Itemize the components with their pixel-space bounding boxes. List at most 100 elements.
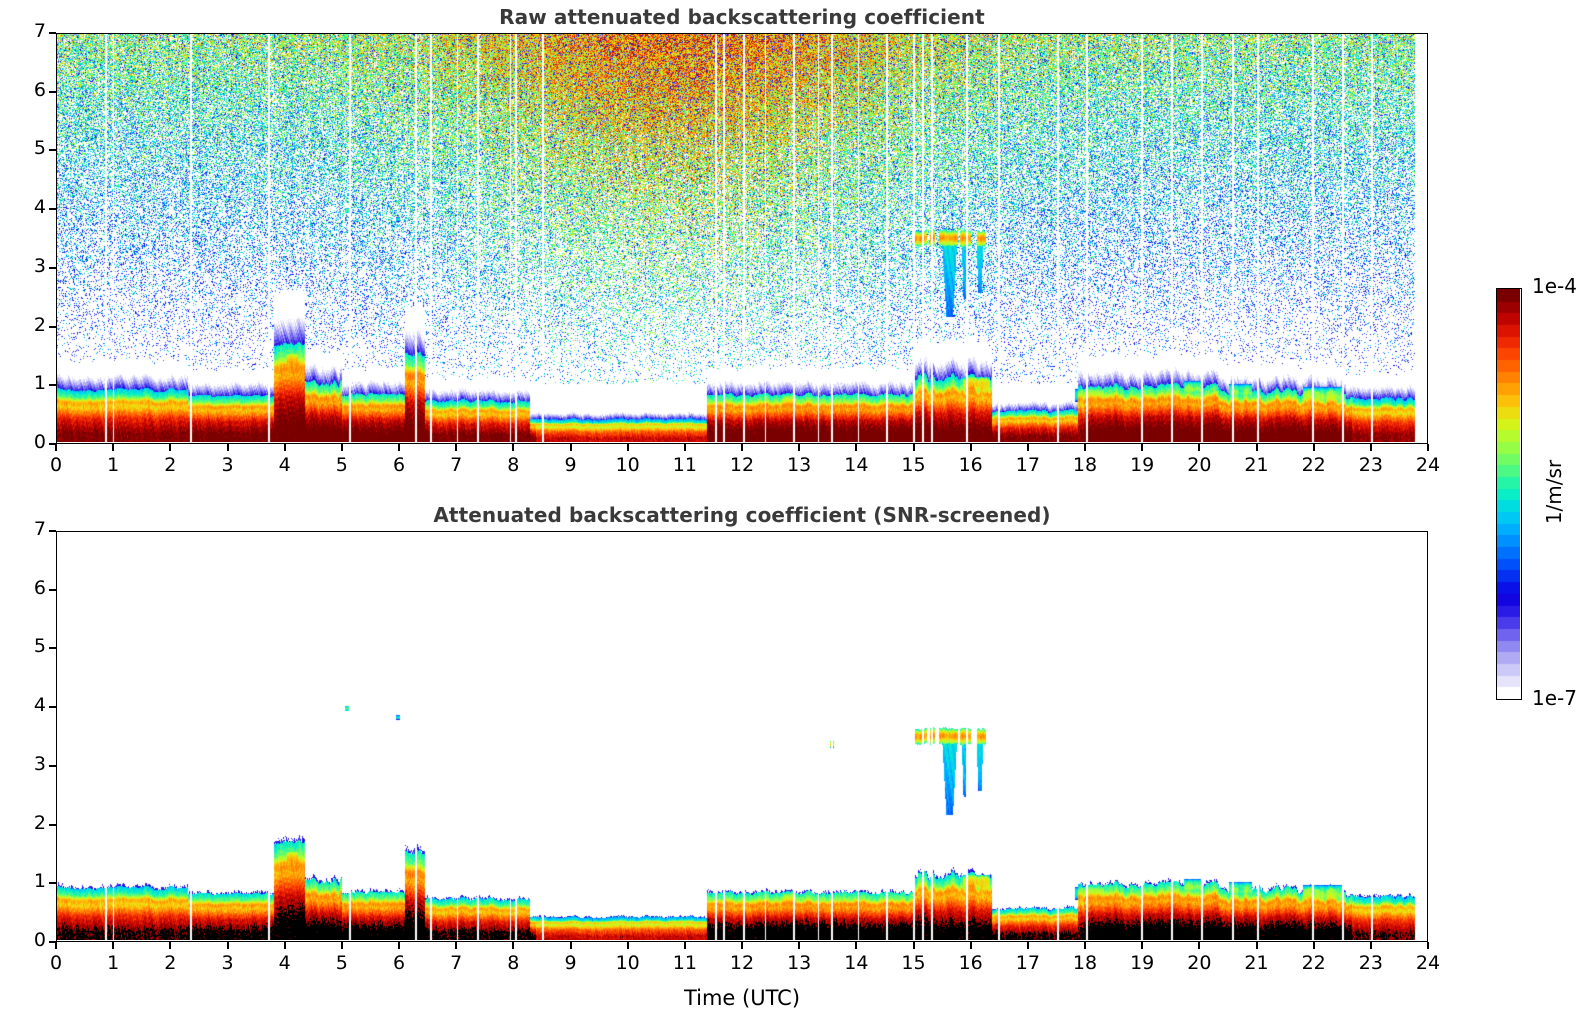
screened-xtick-label: 5	[335, 952, 348, 974]
screened-xtick-label: 9	[564, 952, 577, 974]
screened-xtick-label: 18	[1072, 952, 1098, 974]
screened-xtick-label: 16	[958, 952, 983, 974]
raw-xtick-label: 9	[564, 454, 577, 476]
screened-ytick-mark	[49, 706, 56, 709]
raw-xtick-mark	[1312, 444, 1315, 451]
raw-xtick-label: 11	[672, 454, 697, 476]
screened-xtick-mark	[1084, 942, 1086, 949]
screened-xtick-label: 3	[221, 952, 234, 974]
raw-xtick-label: 22	[1301, 454, 1326, 476]
screened-ytick-mark	[49, 941, 56, 943]
raw-xtick-mark	[340, 444, 343, 451]
raw-xtick-label: 19	[1130, 454, 1155, 476]
screened-xtick-mark	[798, 942, 801, 949]
screened-xtick-mark	[1026, 942, 1029, 949]
screened-xtick-mark	[569, 942, 572, 949]
screened-ytick-mark	[49, 530, 56, 532]
screened-xtick-label: 13	[787, 952, 812, 974]
raw-xtick-mark	[1427, 444, 1429, 451]
raw-xtick-mark	[912, 444, 915, 451]
raw-ytick-label: 3	[33, 254, 46, 277]
screened-xtick-mark	[912, 942, 915, 949]
screened-xtick-mark	[55, 942, 57, 949]
raw-xtick-mark	[283, 444, 286, 451]
raw-xtick-label: 14	[844, 454, 869, 476]
raw-xtick-label: 18	[1072, 454, 1098, 476]
screened-xtick-label: 21	[1244, 952, 1269, 974]
screened-ytick-mark	[49, 588, 56, 591]
raw-xtick-label: 17	[1015, 454, 1040, 476]
raw-xtick-label: 2	[164, 454, 177, 476]
raw-xtick-mark	[626, 444, 629, 451]
screened-xtick-mark	[169, 942, 172, 949]
raw-xtick-label: 15	[901, 454, 926, 476]
raw-xtick-mark	[169, 444, 172, 451]
raw-xtick-mark	[969, 444, 972, 451]
raw-heatmap-canvas	[57, 34, 1426, 442]
raw-xtick-mark	[1369, 444, 1372, 451]
screened-xtick-label: 7	[450, 952, 463, 974]
raw-ytick-mark	[49, 325, 56, 328]
raw-xtick-mark	[512, 444, 515, 451]
raw-ytick-mark	[49, 90, 56, 93]
screened-xtick-mark	[741, 942, 743, 949]
raw-xtick-mark	[455, 444, 458, 451]
screened-ytick-mark	[49, 764, 56, 767]
screened-xtick-mark	[855, 942, 858, 949]
raw-ytick-mark	[49, 266, 56, 269]
raw-xtick-mark	[1198, 444, 1201, 451]
screened-ytick-label: 2	[33, 811, 46, 834]
raw-xtick-mark	[1141, 444, 1144, 451]
raw-xtick-label: 10	[615, 454, 640, 476]
raw-xtick-label: 23	[1358, 454, 1383, 476]
screened-xtick-mark	[1141, 942, 1144, 949]
screened-xtick-label: 23	[1358, 952, 1383, 974]
raw-xtick-mark	[1084, 444, 1086, 451]
screened-xtick-mark	[1427, 942, 1429, 949]
screened-xtick-label: 19	[1130, 952, 1155, 974]
screened-ytick-label: 3	[33, 752, 46, 775]
screened-heatmap-canvas	[57, 532, 1426, 940]
raw-ytick-label: 7	[33, 20, 46, 42]
raw-xtick-label: 8	[507, 454, 520, 476]
raw-xtick-label: 21	[1244, 454, 1269, 476]
raw-xtick-label: 0	[49, 454, 63, 476]
screened-xtick-label: 8	[507, 952, 520, 974]
raw-xtick-label: 13	[787, 454, 812, 476]
raw-xtick-mark	[569, 444, 572, 451]
screened-ytick-label: 7	[33, 518, 46, 540]
raw-xtick-label: 7	[450, 454, 463, 476]
screened-xtick-mark	[1312, 942, 1315, 949]
screened-xtick-label: 10	[615, 952, 640, 974]
screened-xtick-label: 24	[1415, 952, 1441, 974]
raw-xtick-mark	[798, 444, 801, 451]
screened-xtick-mark	[340, 942, 343, 949]
screened-xtick-label: 22	[1301, 952, 1326, 974]
screened-xaxis-label: Time (UTC)	[683, 986, 801, 1010]
screened-ytick-mark	[49, 823, 56, 826]
screened-xtick-mark	[969, 942, 972, 949]
raw-xtick-mark	[1026, 444, 1029, 451]
colorbar-unit-label: 1/m/sr	[1542, 459, 1566, 525]
screened-ytick-label: 6	[33, 576, 46, 599]
screened-xtick-label: 6	[392, 952, 406, 974]
screened-xtick-label: 0	[49, 952, 63, 974]
raw-xtick-label: 20	[1187, 454, 1212, 476]
screened-xtick-mark	[512, 942, 515, 949]
screened-xtick-label: 15	[901, 952, 926, 974]
raw-ytick-label: 1	[33, 372, 46, 395]
raw-xtick-label: 12	[729, 454, 755, 476]
screened-xtick-mark	[455, 942, 458, 949]
screened-ytick-label: 5	[33, 635, 46, 658]
screened-plot-area	[56, 531, 1428, 942]
screened-xtick-mark	[626, 942, 629, 949]
screened-ytick-mark	[49, 647, 56, 650]
screened-ytick-label: 0	[33, 929, 46, 951]
raw-ytick-label: 2	[33, 313, 46, 336]
screened-xtick-mark	[112, 942, 115, 949]
raw-ytick-mark	[49, 32, 56, 34]
raw-xtick-label: 16	[958, 454, 983, 476]
raw-panel-title: Raw attenuated backscattering coefficien…	[499, 5, 985, 29]
raw-ytick-mark	[49, 208, 56, 211]
